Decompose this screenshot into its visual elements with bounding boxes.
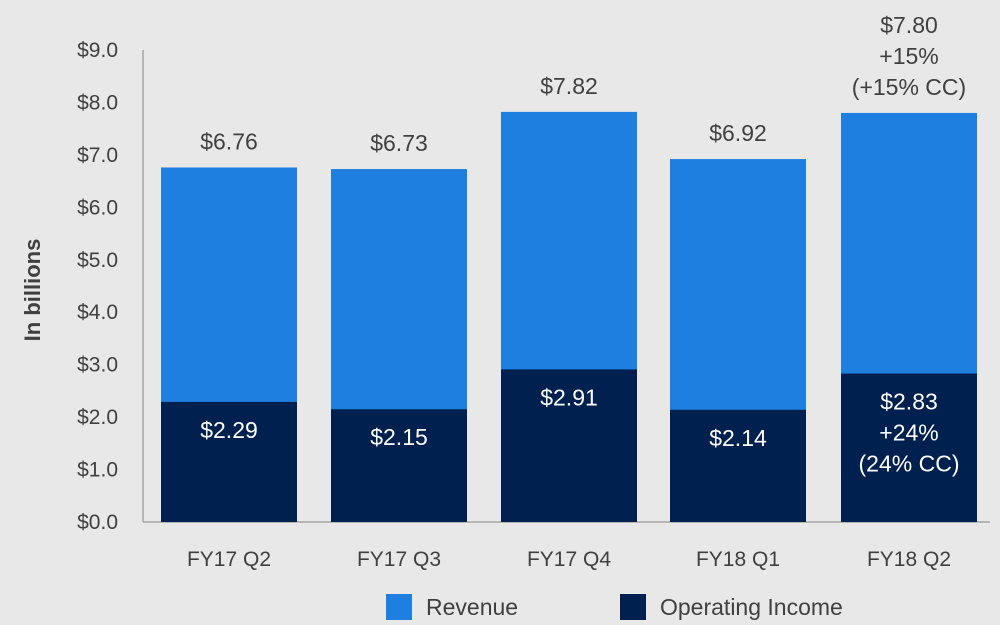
revenue-data-label: $7.82 <box>540 73 598 99</box>
y-tick-label: $1.0 <box>77 459 118 482</box>
operating-income-data-label: $2.91 <box>540 384 598 410</box>
operating-income-bar <box>841 373 977 522</box>
operating-income-data-label: $2.15 <box>370 424 428 450</box>
y-tick-label: $6.0 <box>77 196 118 219</box>
x-category-label: FY17 Q2 <box>187 548 271 571</box>
x-category-label: FY18 Q1 <box>696 548 780 571</box>
y-tick-label: $8.0 <box>77 91 118 114</box>
x-category-label: FY17 Q4 <box>527 548 611 571</box>
operating-income-data-label: $2.29 <box>200 417 258 443</box>
y-tick-label: $4.0 <box>77 301 118 324</box>
y-tick-label: $2.0 <box>77 406 118 429</box>
y-tick-label: $9.0 <box>77 39 118 62</box>
y-tick-label: $0.0 <box>77 511 118 534</box>
y-tick-label: $7.0 <box>77 144 118 167</box>
revenue-data-label: $6.76 <box>200 128 258 154</box>
legend-swatch <box>620 594 646 620</box>
operating-income-bar <box>670 409 806 522</box>
y-tick-label: $3.0 <box>77 354 118 377</box>
operating-income-data-label: $2.14 <box>709 425 767 451</box>
operating-income-bar <box>161 401 297 522</box>
operating-income-data-label: $2.83 <box>880 389 938 415</box>
x-category-label: FY17 Q3 <box>357 548 441 571</box>
legend-label: Revenue <box>426 594 518 620</box>
operating-income-bar <box>331 409 467 522</box>
legend: Revenue Operating Income <box>386 594 843 620</box>
legend-swatch <box>386 594 412 620</box>
revenue-data-label: (+15% CC) <box>852 74 966 100</box>
operating-income-bar <box>501 369 637 522</box>
revenue-data-label: +15% <box>879 43 938 69</box>
revenue-data-label: $7.80 <box>880 12 938 38</box>
x-category-label: FY18 Q2 <box>867 548 951 571</box>
legend-label: Operating Income <box>660 594 843 620</box>
revenue-data-label: $6.73 <box>370 130 428 156</box>
operating-income-data-label: (24% CC) <box>859 451 960 477</box>
y-axis-label: In billions <box>20 239 45 342</box>
y-tick-label: $5.0 <box>77 249 118 272</box>
operating-income-data-label: +24% <box>879 420 938 446</box>
revenue-data-label: $6.92 <box>709 120 767 146</box>
